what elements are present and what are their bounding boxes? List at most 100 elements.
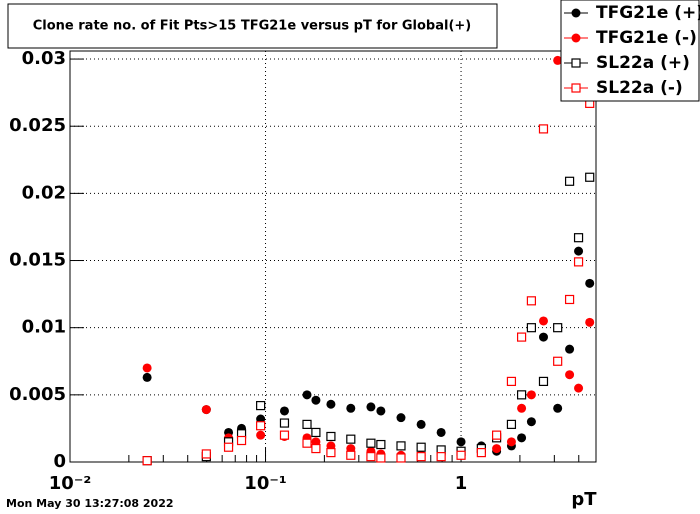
- series: [142, 172, 595, 466]
- marker: [564, 294, 575, 305]
- legend-label: TFG21e (+): [596, 3, 700, 23]
- marker: [492, 430, 502, 440]
- marker: [416, 452, 426, 462]
- marker: [538, 316, 548, 326]
- timestamp: Mon May 30 13:27:08 2022: [6, 497, 174, 510]
- marker: [396, 413, 406, 423]
- marker: [201, 449, 211, 459]
- marker: [517, 403, 527, 413]
- legend-label: SL22a (+): [596, 53, 690, 73]
- marker: [142, 372, 152, 382]
- marker: [526, 390, 536, 400]
- marker: [506, 376, 517, 387]
- marker: [396, 441, 406, 451]
- marker: [326, 431, 336, 442]
- title-box: [7, 3, 498, 49]
- marker: [564, 176, 575, 186]
- series: [142, 98, 595, 466]
- marker: [236, 435, 247, 446]
- chart-title: Clone rate no. of Fit Pts>15 TFG21e vers…: [33, 19, 472, 34]
- marker: [311, 427, 321, 438]
- marker: [571, 33, 581, 43]
- marker: [571, 8, 581, 18]
- marker: [302, 438, 312, 448]
- marker: [516, 390, 527, 400]
- marker: [302, 390, 312, 400]
- marker: [366, 402, 376, 412]
- marker: [571, 58, 581, 68]
- x-tick-label: 10⁻¹: [244, 473, 286, 494]
- marker: [346, 403, 356, 413]
- marker: [571, 83, 581, 93]
- y-tick-label: 0.03: [22, 48, 66, 69]
- legend-label: TFG21e (-): [596, 28, 697, 48]
- y-tick-label: 0.01: [22, 317, 66, 338]
- marker: [256, 430, 266, 440]
- marker: [526, 323, 537, 333]
- marker: [311, 395, 321, 405]
- marker: [142, 456, 152, 466]
- marker: [346, 434, 356, 444]
- marker: [553, 323, 563, 333]
- marker: [436, 452, 446, 462]
- marker: [436, 427, 446, 437]
- y-tick-label: 0.015: [9, 250, 66, 271]
- marker: [142, 363, 152, 373]
- legend-label: SL22a (-): [596, 78, 683, 98]
- plot-frame: [69, 50, 597, 463]
- marker: [538, 376, 549, 387]
- marker: [346, 450, 356, 460]
- y-tick-label: 0.02: [22, 182, 66, 203]
- marker: [311, 443, 321, 454]
- marker: [526, 417, 536, 427]
- y-tick-label: 0.005: [9, 384, 66, 405]
- x-tick-label: 1: [455, 473, 468, 494]
- x-tick-label: 10⁻²: [49, 473, 91, 494]
- marker: [376, 406, 386, 416]
- marker: [553, 356, 563, 366]
- series: [142, 55, 595, 460]
- marker: [573, 233, 584, 243]
- marker: [506, 419, 517, 429]
- marker: [538, 332, 548, 342]
- marker: [201, 405, 211, 415]
- marker: [326, 447, 336, 458]
- marker: [366, 438, 376, 448]
- marker: [526, 296, 537, 306]
- marker: [574, 383, 584, 393]
- marker: [585, 278, 595, 288]
- marker: [492, 444, 502, 454]
- marker: [476, 447, 486, 458]
- marker: [279, 406, 289, 416]
- y-tick-label: 0.025: [9, 115, 66, 136]
- x-axis-label: pT: [571, 489, 597, 510]
- marker: [396, 453, 406, 463]
- marker: [279, 430, 290, 440]
- marker: [256, 421, 266, 431]
- marker: [538, 124, 549, 134]
- marker: [279, 418, 290, 428]
- marker: [416, 442, 426, 452]
- series: [142, 246, 595, 456]
- marker: [376, 453, 386, 463]
- marker: [366, 452, 376, 462]
- marker: [585, 317, 595, 327]
- marker: [416, 419, 426, 429]
- marker: [223, 442, 234, 452]
- legend-box: [560, 0, 700, 102]
- marker: [326, 399, 336, 409]
- marker: [585, 172, 595, 182]
- marker: [573, 257, 584, 267]
- marker: [376, 439, 386, 450]
- marker: [256, 400, 266, 411]
- marker: [517, 433, 527, 443]
- marker: [516, 332, 527, 342]
- y-tick-label: 0: [53, 451, 66, 472]
- marker: [506, 437, 516, 447]
- marker: [565, 344, 575, 354]
- marker: [456, 450, 466, 460]
- marker: [456, 437, 466, 447]
- marker: [565, 370, 575, 380]
- marker: [553, 55, 563, 65]
